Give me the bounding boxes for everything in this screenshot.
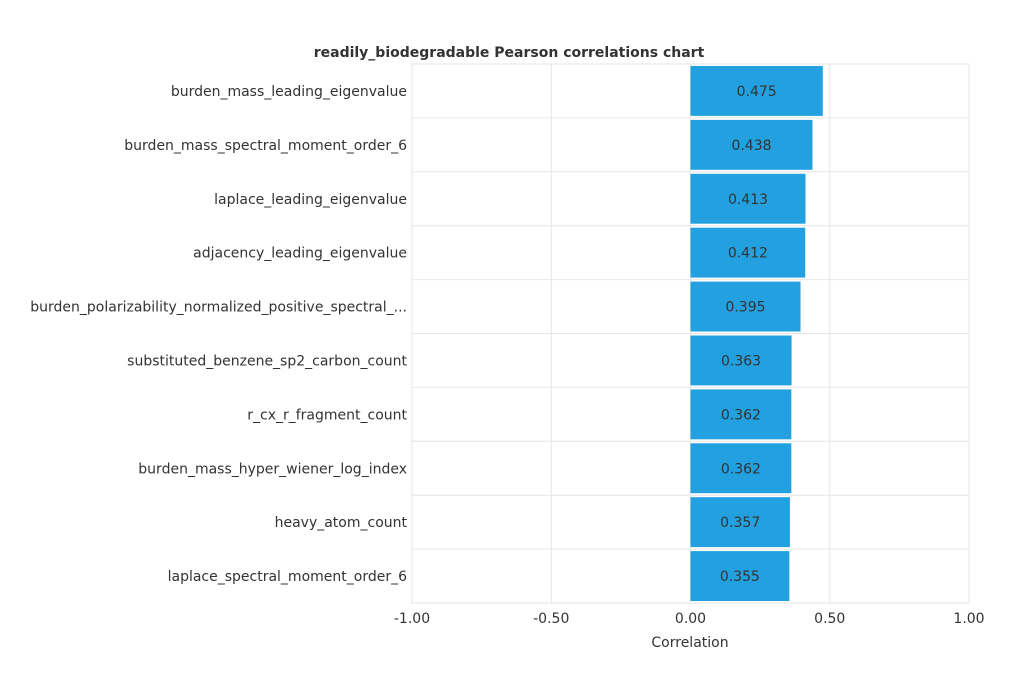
bar-value-label: 0.357: [720, 515, 760, 531]
bar: [690, 173, 806, 224]
x-tick-label: 0.50: [814, 611, 845, 627]
category-label: burden_mass_hyper_wiener_log_index: [138, 461, 407, 477]
bar-value-label: 0.363: [721, 353, 761, 369]
bar: [690, 335, 792, 386]
bar-value-label: 0.475: [737, 84, 777, 100]
category-label: heavy_atom_count: [275, 515, 408, 531]
bar-value-label: 0.413: [728, 192, 768, 208]
x-axis-tick-labels: -1.00 -0.50 0.00 0.50 1.00: [394, 611, 985, 627]
bar-value-label: 0.362: [721, 407, 761, 423]
bars: [690, 66, 823, 601]
chart-title: readily_biodegradable Pearson correlatio…: [314, 45, 705, 61]
grid: [411, 63, 970, 604]
bar-value-label: 0.412: [728, 246, 768, 262]
bar: [690, 497, 790, 548]
x-tick-label: -1.00: [394, 611, 430, 627]
bar-value-label: 0.395: [725, 300, 765, 316]
category-label: r_cx_r_fragment_count: [247, 407, 407, 423]
bar: [690, 66, 823, 116]
bar: [690, 551, 790, 601]
bar-value-label: 0.362: [721, 461, 761, 477]
category-label: burden_polarizability_normalized_positiv…: [30, 300, 407, 316]
bar: [690, 281, 801, 332]
bar-value-label: 0.438: [731, 138, 771, 154]
bar: [690, 119, 813, 170]
category-label: burden_mass_leading_eigenvalue: [171, 84, 407, 100]
category-label: burden_mass_spectral_moment_order_6: [124, 138, 407, 154]
bar-value-label: 0.355: [720, 569, 760, 585]
category-label: adjacency_leading_eigenvalue: [193, 246, 407, 262]
bar: [690, 227, 806, 278]
category-label: substituted_benzene_sp2_carbon_count: [127, 353, 407, 369]
x-tick-label: -0.50: [533, 611, 569, 627]
x-tick-label: 0.00: [675, 611, 706, 627]
bar-value-labels: 0.475 0.438 0.413 0.412 0.395 0.363 0.362 0.362…: [720, 84, 777, 585]
category-label: laplace_spectral_moment_order_6: [168, 569, 407, 585]
x-tick-label: 1.00: [953, 611, 984, 627]
category-labels: burden_mass_leading_eigenvalue burden_mas…: [30, 84, 407, 585]
bar: [690, 443, 792, 494]
category-label: laplace_leading_eigenvalue: [214, 192, 407, 208]
x-axis-title: Correlation: [651, 635, 728, 651]
bar: [690, 389, 792, 440]
